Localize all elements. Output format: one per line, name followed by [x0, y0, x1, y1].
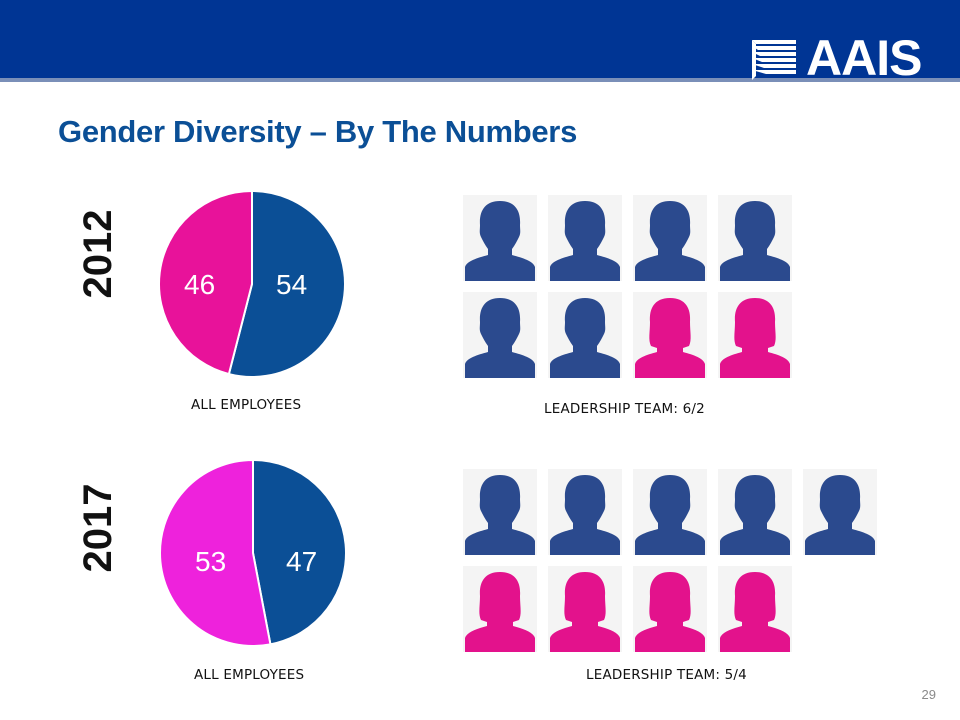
- female-person-icon: [633, 566, 707, 652]
- pie-2017-female-label: 53: [195, 546, 227, 577]
- male-person-icon: [718, 195, 792, 281]
- pie-2017-caption: ALL EMPLOYEES: [194, 667, 305, 683]
- page-number: 29: [921, 687, 936, 702]
- female-person-icon: [718, 292, 792, 378]
- logo-text: AAIS: [806, 30, 922, 86]
- pie-chart-2017: [159, 458, 347, 647]
- female-person-icon: [548, 566, 622, 652]
- pie-slice-female: [159, 458, 272, 647]
- male-person-icon: [548, 469, 622, 555]
- male-person-icon: [548, 292, 622, 378]
- header-band: [0, 0, 960, 78]
- pie-slice-male: [227, 189, 346, 378]
- book-stack-icon: [752, 40, 796, 80]
- pie-2012-caption: ALL EMPLOYEES: [191, 397, 302, 413]
- male-person-icon: [633, 195, 707, 281]
- year-label-2012: 2012: [76, 209, 120, 299]
- male-person-icon: [463, 292, 537, 378]
- male-person-icon: [548, 195, 622, 281]
- male-person-icon: [803, 469, 877, 555]
- leadership-caption-2017: LEADERSHIP TEAM: 5/4: [586, 667, 747, 683]
- pie-2017-male-label: 47: [286, 546, 318, 577]
- leadership-caption-2012: LEADERSHIP TEAM: 6/2: [544, 401, 705, 417]
- pie-2012-male-label: 54: [276, 269, 308, 300]
- female-person-icon: [718, 566, 792, 652]
- male-person-icon: [718, 469, 792, 555]
- female-person-icon: [463, 566, 537, 652]
- male-person-icon: [463, 195, 537, 281]
- male-person-icon: [463, 469, 537, 555]
- pie-slice-female: [158, 189, 253, 376]
- header-rule: [0, 78, 960, 82]
- male-person-icon: [633, 469, 707, 555]
- pie-chart-2012: [158, 189, 346, 378]
- pie-slice-male: [252, 458, 347, 646]
- pie-2012-female-label: 46: [184, 269, 216, 300]
- aais-logo: [752, 40, 796, 80]
- year-label-2017: 2017: [76, 483, 120, 573]
- page-title: Gender Diversity – By The Numbers: [58, 114, 578, 149]
- female-person-icon: [633, 292, 707, 378]
